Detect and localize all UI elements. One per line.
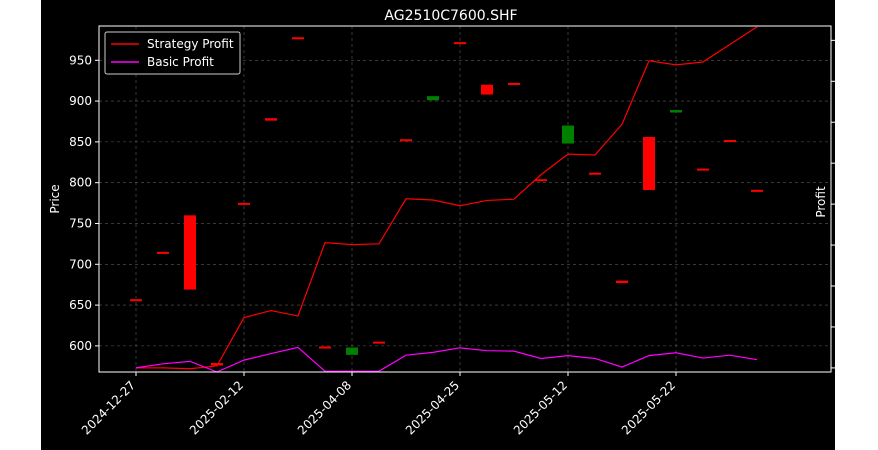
candle [697,168,709,171]
candle [670,110,682,113]
candle [589,172,601,175]
y-tick-label-left: 850 [69,135,92,149]
legend-box [104,31,241,75]
y-tick-label-left: 600 [69,339,92,353]
candle [535,179,547,182]
axes: 6006507007508008509009501234567892024-12… [69,39,835,437]
y-tick-label-left: 800 [69,176,92,190]
candle [751,189,763,192]
candle [211,363,223,366]
figure: AG2510C7600.SHF 600 650 700 750 800 850 900 950… [41,0,835,450]
y-axis-label-right: Profit [814,186,828,218]
candle [238,202,250,205]
y-tick-label-left: 950 [69,53,92,67]
candle [400,139,412,142]
y-tick-label-left: 650 [69,298,92,312]
candle [427,96,439,101]
plot-frame [98,25,832,373]
candle [346,347,358,355]
chart-title: AG2510C7600.SHF [384,8,517,24]
y-tick-label-left: 700 [69,257,92,271]
candle [184,215,196,290]
x-tick-label: 2025-05-12 [511,378,570,437]
legend-label-strategy: Strategy Profit [147,37,234,51]
x-tick-label: 2024-12-27 [79,378,138,437]
candles [130,37,763,366]
basic-profit-line [135,346,758,373]
candle [292,37,304,40]
strategy-profit-line [136,26,758,370]
legend: Strategy Profit Basic Profit [104,31,241,75]
candle [562,125,574,144]
candle [724,140,736,143]
x-tick-label: 2025-04-08 [295,378,354,437]
grid [99,26,831,372]
candle [373,341,385,344]
candle [265,118,277,121]
candle [130,299,142,302]
legend-label-basic: Basic Profit [147,55,214,69]
candle [616,280,628,284]
x-tick-label: 2025-02-12 [187,378,246,437]
candle [157,251,169,254]
profit-lines [135,26,758,373]
y-tick-label-left: 900 [69,94,92,108]
x-tick-label: 2025-05-22 [619,378,678,437]
candle [643,136,655,191]
candle [319,346,331,349]
candle [508,82,520,85]
profit-chart: AG2510C7600.SHF 600 650 700 750 800 850 900 950… [48,8,835,437]
candle [481,84,493,95]
y-tick-label-left: 750 [69,216,92,230]
y-axis-label-left: Price [48,184,62,213]
candle [454,42,466,45]
x-tick-label: 2025-04-25 [403,378,462,437]
